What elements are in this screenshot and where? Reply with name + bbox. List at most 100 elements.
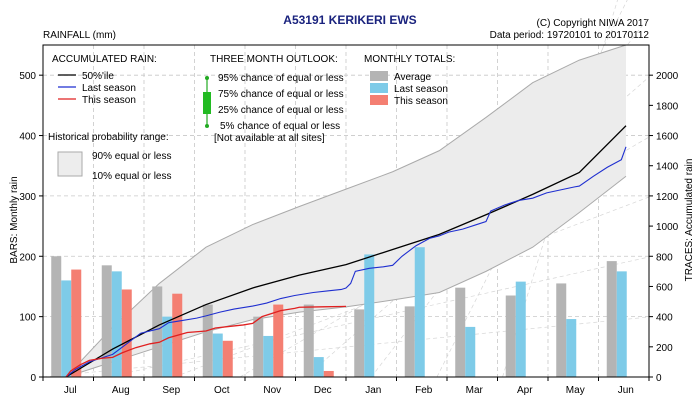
bar-last-season-feb: [414, 247, 425, 377]
legend-average-swatch: [370, 71, 388, 81]
left-tick-label: 0: [30, 373, 36, 384]
grid-line-diagonal: [436, 0, 628, 378]
legend-hist-10-label: 10% equal or less: [92, 171, 172, 182]
data-period-text: Data period: 19720101 to 20170112: [490, 30, 650, 41]
outlook-95-marker: [205, 76, 209, 80]
legend-accum-title: ACCUMULATED RAIN:: [52, 54, 157, 65]
legend-this-season-label: This season: [82, 95, 136, 106]
bar-last-season-jan: [364, 254, 375, 377]
legend-historical: Historical probability range: 90% equal …: [48, 132, 172, 182]
legend-monthly: MONTHLY TOTALS: Average Last season This…: [364, 54, 455, 107]
bar-average-mar: [455, 287, 466, 377]
bar-average-sep: [152, 286, 163, 377]
legend-this-season-bar-label: This season: [394, 96, 448, 107]
right-tick-label: 0: [656, 373, 662, 384]
legend-last-season-bar-label: Last season: [394, 84, 448, 95]
month-label-nov: Nov: [263, 385, 281, 396]
bar-this-season-jul: [71, 269, 82, 377]
probability-band-fill: [66, 45, 626, 377]
grid-line-diagonal: [108, 256, 650, 378]
legend-last-season-bar-swatch: [370, 83, 388, 93]
chart-title: A53191 KERIKERI EWS: [283, 13, 416, 27]
month-label-feb: Feb: [415, 385, 433, 396]
bar-this-season-aug: [121, 289, 132, 377]
accumulated-traces: [65, 125, 627, 378]
right-tick-label: 1600: [656, 132, 679, 143]
outlook-box: [203, 92, 211, 114]
left-axis-label: BARS: Monthly rain: [9, 176, 20, 263]
legend-this-season-bar-swatch: [370, 95, 388, 105]
legend-median-label: 50%'ile: [82, 71, 114, 82]
bar-last-season-aug: [111, 271, 122, 377]
right-tick-label: 200: [656, 343, 673, 354]
bar-average-nov: [253, 316, 264, 377]
bar-last-season-oct: [212, 333, 223, 377]
bar-last-season-dec: [313, 357, 324, 377]
month-label-may: May: [566, 385, 585, 396]
bar-average-oct: [202, 304, 213, 377]
right-tick-label: 800: [656, 252, 673, 263]
right-tick-label: 1400: [656, 162, 679, 173]
month-label-dec: Dec: [314, 385, 332, 396]
month-label-mar: Mar: [466, 385, 484, 396]
legend-outlook-95: 95% chance of equal or less: [218, 73, 344, 84]
legend-last-season-label: Last season: [82, 83, 136, 94]
bar-last-season-nov: [263, 335, 274, 377]
legend-outlook-25: 25% chance of equal or less: [218, 105, 344, 116]
left-tick-label: 300: [19, 192, 36, 203]
legend-monthly-title: MONTHLY TOTALS:: [364, 54, 455, 65]
left-tick-label: 500: [19, 71, 36, 82]
bar-this-season-nov: [273, 304, 284, 377]
axes-frame: 0 100 200 300 400 500 0 200 400 600 800 1000 1200 140…: [19, 44, 679, 396]
month-label-aug: Aug: [112, 385, 130, 396]
bar-last-season-jun: [616, 271, 627, 377]
bar-average-jul: [51, 256, 62, 377]
month-label-apr: Apr: [517, 385, 533, 396]
legend-accumulated: ACCUMULATED RAIN: 50%'ile Last season Th…: [52, 54, 157, 106]
p90-line: [65, 44, 627, 378]
bar-average-aug: [101, 265, 112, 377]
right-tick-label: 600: [656, 282, 673, 293]
monthly-bars: [51, 247, 627, 377]
outlook-5-marker: [205, 124, 209, 128]
legend-outlook-title: THREE MONTH OUTLOOK:: [210, 54, 338, 65]
month-label-jun: Jun: [618, 385, 634, 396]
legend-outlook-75: 75% chance of equal or less: [218, 89, 344, 100]
right-axis-label: TRACES: Accumulated rain: [684, 159, 695, 282]
right-tick-label: 400: [656, 313, 673, 324]
left-tick-label: 400: [19, 132, 36, 143]
units-label: RAINFALL (mm): [43, 30, 116, 41]
right-tick-label: 2000: [656, 71, 679, 82]
bar-average-may: [556, 283, 567, 377]
legend-outlook-5: 5% chance of equal or less: [220, 121, 340, 132]
right-tick-label: 1000: [656, 222, 679, 233]
month-label-sep: Sep: [162, 385, 180, 396]
bar-last-season-sep: [162, 316, 173, 377]
bar-average-jan: [354, 309, 365, 377]
legend-outlook-note: [Not available at all sites]: [214, 133, 325, 144]
bar-this-season-dec: [323, 370, 334, 377]
bar-average-apr: [505, 295, 516, 377]
legend-hist-title: Historical probability range:: [48, 132, 169, 143]
copyright-text: (C) Copyright NIWA 2017: [537, 18, 650, 29]
bar-last-season-may: [566, 319, 577, 377]
bar-average-feb: [404, 306, 415, 377]
legend-hist-swatch: [57, 151, 83, 177]
legend-outlook: THREE MONTH OUTLOOK: 95% chance of equal…: [203, 54, 344, 144]
left-tick-label: 200: [19, 252, 36, 263]
bar-last-season-apr: [515, 281, 526, 377]
trace-this-season: [65, 305, 347, 378]
left-tick-label: 100: [19, 313, 36, 324]
bar-this-season-oct: [222, 340, 233, 377]
month-label-oct: Oct: [214, 385, 230, 396]
bar-last-season-jul: [61, 280, 72, 377]
month-label-jan: Jan: [365, 385, 381, 396]
trace-last-season: [65, 146, 627, 378]
legend-average-label: Average: [394, 72, 432, 83]
bar-average-jun: [606, 261, 617, 377]
month-label-jul: Jul: [64, 385, 77, 396]
bar-average-dec: [303, 304, 314, 377]
legend-hist-90-label: 90% equal or less: [92, 151, 172, 162]
right-tick-label: 1200: [656, 192, 679, 203]
trace-median: [65, 125, 627, 378]
